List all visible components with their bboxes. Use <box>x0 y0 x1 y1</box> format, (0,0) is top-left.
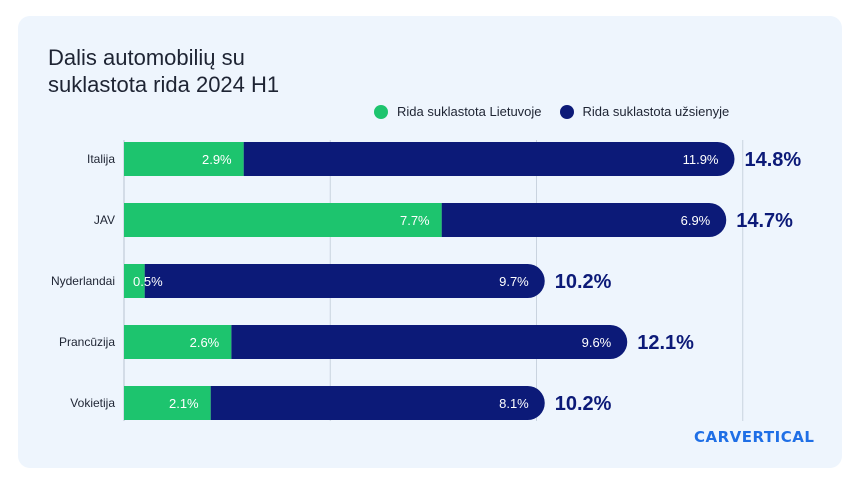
data-label-foreign-1: 6.9% <box>681 213 711 228</box>
bar-local-3 <box>124 325 232 359</box>
legend-dot-foreign-icon <box>559 104 574 119</box>
bar-foreign-2 <box>144 264 545 298</box>
legend-item-local: Rida suklastota Lietuvoje <box>374 104 542 119</box>
category-label-0: Italija <box>87 152 115 166</box>
bar-foreign-4 <box>210 386 545 420</box>
total-label-2: 10.2% <box>555 271 612 293</box>
data-label-local-3: 2.6% <box>190 335 220 350</box>
legend: Rida suklastota Lietuvoje Rida suklastot… <box>374 104 747 119</box>
legend-label-local: Rida suklastota Lietuvoje <box>397 104 542 119</box>
total-label-1: 14.7% <box>736 210 793 232</box>
data-label-foreign-0: 11.9% <box>683 152 719 167</box>
data-label-local-1: 7.7% <box>400 213 430 228</box>
data-label-foreign-2: 9.7% <box>499 274 529 289</box>
data-label-local-0: 2.9% <box>202 152 232 167</box>
category-label-1: JAV <box>94 213 115 227</box>
bar-foreign-0 <box>243 142 735 176</box>
legend-label-foreign: Rida suklastota užsienyje <box>582 104 730 119</box>
data-label-local-4: 2.1% <box>169 396 199 411</box>
data-label-local-2: 0.5% <box>133 274 163 289</box>
bar-foreign-1 <box>441 203 727 237</box>
category-label-4: Vokietija <box>70 396 115 410</box>
category-label-2: Nyderlandai <box>51 274 115 288</box>
bar-local-4 <box>124 386 211 420</box>
total-label-4: 10.2% <box>555 393 612 415</box>
chart-title: Dalis automobilių su suklastota rida 202… <box>48 44 388 98</box>
chart-title-line1: Dalis automobilių su <box>48 45 245 70</box>
data-label-foreign-4: 8.1% <box>499 396 529 411</box>
data-label-foreign-3: 9.6% <box>582 335 612 350</box>
total-label-3: 12.1% <box>637 332 694 354</box>
total-label-0: 14.8% <box>745 149 802 171</box>
legend-dot-local-icon <box>374 104 388 119</box>
bar-foreign-3 <box>231 325 628 359</box>
brand-logo: CARVERTICAL <box>694 428 815 446</box>
bar-local-2 <box>124 264 145 298</box>
legend-item-foreign: Rida suklastota užsienyje <box>559 104 730 119</box>
bar-local-0 <box>124 142 244 176</box>
bar-local-1 <box>124 203 442 237</box>
chart-title-line2: suklastota rida 2024 H1 <box>48 72 280 97</box>
category-label-3: Prancūzija <box>59 335 115 349</box>
